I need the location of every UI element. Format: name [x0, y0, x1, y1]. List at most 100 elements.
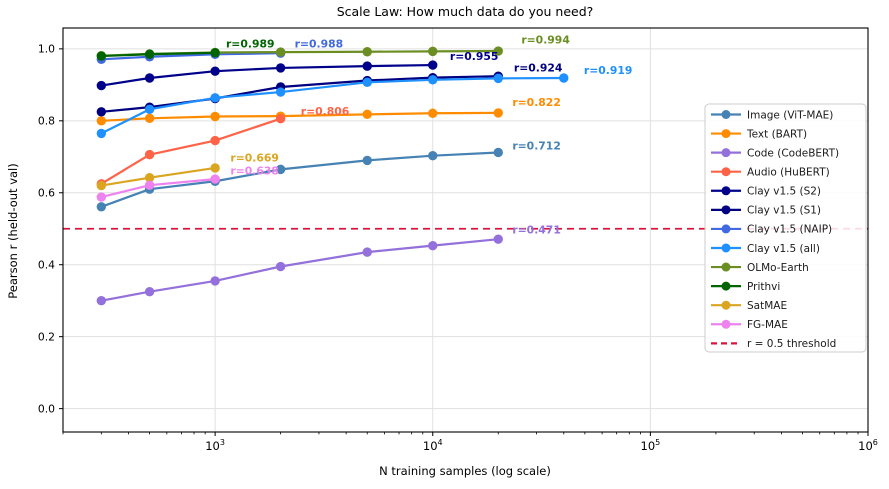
data-point-prithvi	[210, 48, 220, 58]
legend-item-audio-hubert: Audio (HuBERT)	[711, 167, 830, 179]
series-layer	[96, 46, 569, 306]
legend-marker-icon	[721, 110, 731, 119]
data-point-clay-v1-5-s2	[210, 66, 220, 76]
legend-marker-icon	[721, 129, 731, 139]
legend-label: FG-MAE	[747, 319, 788, 331]
legend-marker-icon	[721, 224, 731, 234]
data-point-prithvi	[144, 49, 155, 59]
y-tick-label: 0.2	[38, 330, 55, 343]
data-point-code-codebert	[96, 295, 107, 306]
legend-label: OLMo-Earth	[747, 262, 809, 274]
data-point-image-vit-mae	[362, 155, 372, 166]
y-tick-label: 0.0	[38, 402, 55, 415]
annotation-satmae: r=0.669	[230, 152, 279, 165]
legend-label: Clay v1.5 (S1)	[747, 205, 821, 217]
data-point-clay-v1-5-s2	[362, 61, 372, 71]
data-point-clay-v1-5-all	[493, 73, 503, 84]
series-line-clay-v1-5-all	[100, 76, 565, 135]
legend-item-olmo-earth: OLMo-Earth	[711, 262, 809, 274]
legend-label: Prithvi	[747, 281, 780, 293]
legend-item-code-codebert: Code (CodeBERT)	[711, 147, 839, 159]
data-point-code-codebert	[428, 240, 438, 251]
data-point-text-bart	[428, 108, 438, 118]
y-tick-label: 0.8	[38, 115, 55, 128]
data-point-clay-v1-5-all	[559, 73, 569, 83]
annotation-clay-v1-5-s1: r=0.924	[514, 61, 563, 74]
series-line-code-codebert	[100, 238, 500, 302]
data-point-text-bart	[362, 109, 372, 120]
legend-marker-icon	[721, 243, 731, 253]
data-point-clay-v1-5-all	[428, 75, 438, 85]
data-point-clay-v1-5-all	[144, 104, 155, 115]
annotation-image-vit-mae: r=0.712	[512, 139, 561, 152]
legend-label: r = 0.5 threshold	[747, 338, 836, 350]
legend-marker-icon	[721, 186, 731, 196]
data-point-code-codebert	[362, 247, 372, 257]
series-line-clay-v1-5-naip	[100, 52, 282, 61]
data-point-fg-mae	[210, 174, 220, 184]
x-tick-label: 104	[423, 438, 443, 453]
legend-label: Code (CodeBERT)	[747, 147, 839, 159]
legend-item-r-0-5-threshold: r = 0.5 threshold	[711, 338, 836, 350]
x-tick-label: 106	[858, 438, 878, 453]
annotation-layer: r=0.712 r=0.822 r=0.471 r=0.806 r=0.955 r=0.9…	[226, 34, 632, 237]
series-line-image-vit-mae	[100, 151, 500, 208]
legend-item-fg-mae: FG-MAE	[711, 319, 788, 331]
data-point-olmo-earth	[493, 46, 503, 56]
data-point-text-bart	[96, 116, 107, 126]
data-point-audio-hubert	[210, 135, 220, 146]
series-line-clay-v1-5-s2	[100, 63, 434, 87]
data-point-audio-hubert	[144, 149, 155, 160]
legend-marker-icon	[721, 281, 731, 291]
legend-label: Clay v1.5 (S2)	[747, 186, 821, 198]
legend-marker-icon	[721, 167, 731, 177]
data-point-image-vit-mae	[428, 151, 438, 161]
annotation-audio-hubert: r=0.806	[301, 105, 350, 118]
annotation-prithvi: r=0.989	[226, 38, 275, 51]
data-point-prithvi	[96, 51, 107, 61]
legend-item-satmae: SatMAE	[711, 300, 787, 312]
data-point-olmo-earth	[362, 47, 372, 57]
data-point-satmae	[144, 172, 155, 183]
legend-label: Clay v1.5 (NAIP)	[747, 224, 832, 236]
legend-marker-icon	[721, 262, 731, 272]
x-axis-label: N training samples (log scale)	[379, 464, 551, 478]
axes-layer: 103 104 105 106 0.0 0.2 0.4 0.6 0.8 1.0	[38, 27, 878, 453]
plot-border	[62, 27, 869, 433]
data-point-clay-v1-5-all	[362, 77, 372, 88]
data-point-clay-v1-5-s2	[144, 73, 155, 83]
data-point-olmo-earth	[275, 47, 286, 57]
data-point-clay-v1-5-all	[210, 93, 220, 103]
data-point-fg-mae	[96, 192, 107, 202]
x-tick-label: 103	[205, 438, 225, 453]
data-point-clay-v1-5-all	[96, 128, 107, 139]
data-point-code-codebert	[493, 234, 503, 244]
legend-label: Image (ViT-MAE)	[747, 109, 833, 121]
x-tick-label: 105	[641, 438, 661, 453]
data-point-code-codebert	[275, 261, 286, 272]
data-point-code-codebert	[210, 276, 220, 286]
legend-item-text-bart: Text (BART)	[711, 128, 807, 140]
data-point-clay-v1-5-s2	[428, 60, 438, 70]
annotation-olmo-earth: r=0.994	[521, 34, 570, 47]
legend-marker-icon	[721, 205, 731, 215]
legend-label: Text (BART)	[746, 128, 807, 140]
data-point-image-vit-mae	[96, 202, 107, 212]
data-point-image-vit-mae	[275, 164, 286, 175]
legend-item-prithvi: Prithvi	[711, 281, 780, 293]
data-point-clay-v1-5-s1	[96, 107, 107, 117]
data-point-text-bart	[493, 108, 503, 118]
series-line-text-bart	[100, 111, 500, 122]
annotation-text-bart: r=0.822	[512, 96, 561, 109]
legend-label: Audio (HuBERT)	[747, 167, 830, 179]
data-point-satmae	[210, 163, 220, 173]
legend-item-clay-v1-5-s2: Clay v1.5 (S2)	[711, 186, 821, 198]
data-point-satmae	[96, 180, 107, 191]
data-point-code-codebert	[144, 286, 155, 297]
annotation-code-codebert: r=0.471	[512, 224, 561, 237]
y-axis-label: Pearson r (held-out val)	[6, 163, 20, 298]
data-point-text-bart	[144, 113, 155, 123]
data-point-clay-v1-5-all	[275, 87, 286, 97]
data-point-fg-mae	[144, 180, 155, 190]
